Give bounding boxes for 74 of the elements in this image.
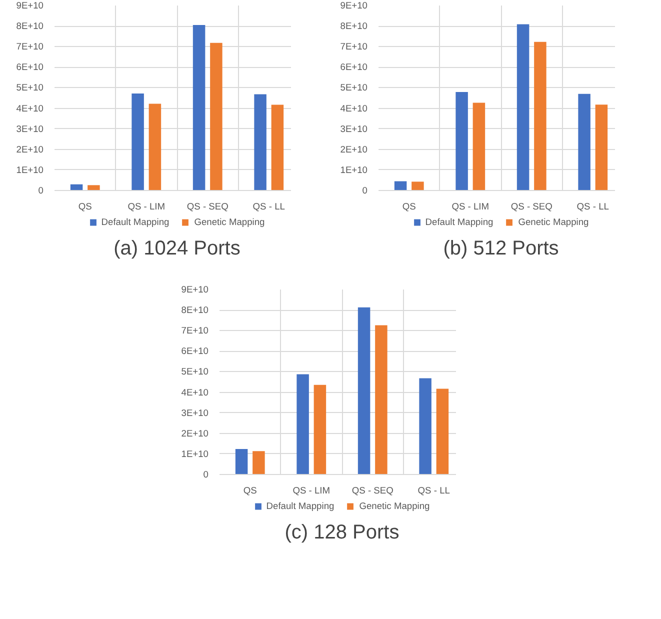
y-tick-label: 6E+10 xyxy=(181,346,208,356)
y-tick-label: 0 xyxy=(203,470,209,480)
x-tick-label: QS - LL xyxy=(252,202,285,212)
bar xyxy=(192,25,206,190)
y-tick-label: 0 xyxy=(38,186,44,196)
y-tick-label: 5E+10 xyxy=(340,82,368,93)
y-tick-label: 0 xyxy=(362,186,368,196)
x-tick-label: QS - SEQ xyxy=(352,486,394,496)
legend-label: Genetic Mapping xyxy=(359,501,430,511)
bar xyxy=(252,451,265,474)
y-tick-label: 6E+10 xyxy=(16,62,44,72)
y-tick-label: 4E+10 xyxy=(16,103,44,114)
y-tick-label: 2E+10 xyxy=(16,144,44,154)
x-tick-label: QS xyxy=(402,202,416,212)
bar xyxy=(148,104,162,190)
bar xyxy=(472,102,486,190)
bar xyxy=(412,182,424,190)
y-tick-label: 1E+10 xyxy=(181,448,208,459)
y-tick-label: 4E+10 xyxy=(181,387,208,398)
y-tick-label: 8E+10 xyxy=(181,305,208,316)
bar xyxy=(88,185,100,190)
bar xyxy=(314,384,326,474)
text: (a) 1024 Ports xyxy=(114,238,240,260)
y-tick-label: 5E+10 xyxy=(181,366,208,377)
legend-label: Default Mapping xyxy=(425,217,494,227)
x-tick-label: QS - LL xyxy=(576,202,609,212)
legend-label: Default Mapping xyxy=(266,501,334,511)
y-tick-label: 5E+10 xyxy=(16,82,44,93)
bar xyxy=(358,307,370,474)
y-tick-label: 1E+10 xyxy=(340,164,368,175)
bar xyxy=(534,42,546,190)
y-tick-label: 8E+10 xyxy=(16,21,44,32)
bar xyxy=(235,449,248,474)
x-tick-label: QS - LL xyxy=(418,486,450,496)
y-tick-label: 7E+10 xyxy=(16,42,44,52)
bar xyxy=(394,181,407,190)
bar xyxy=(436,388,449,474)
x-tick-label: QS - LIM xyxy=(128,202,166,212)
y-tick-label: 7E+10 xyxy=(181,326,208,336)
bar xyxy=(419,378,432,474)
y-tick-label: 8E+10 xyxy=(340,21,368,32)
y-tick-label: 2E+10 xyxy=(181,428,208,438)
y-tick-label: 3E+10 xyxy=(340,124,368,134)
x-tick-label: QS - LIM xyxy=(292,486,330,496)
y-tick-label: 3E+10 xyxy=(181,408,208,418)
y-tick-label: 9E+10 xyxy=(340,0,368,10)
bar xyxy=(456,92,468,190)
y-tick-label: 9E+10 xyxy=(16,0,44,10)
bar xyxy=(375,325,388,474)
x-tick-label: QS - SEQ xyxy=(510,202,552,212)
text: (b) 512 Ports xyxy=(443,238,559,260)
bar xyxy=(132,93,144,190)
y-tick-label: 2E+10 xyxy=(340,144,368,154)
y-tick-label: 7E+10 xyxy=(340,42,368,52)
x-tick-label: QS xyxy=(78,202,92,212)
x-tick-label: QS - SEQ xyxy=(186,202,228,212)
bar xyxy=(254,94,266,190)
y-tick-label: 3E+10 xyxy=(16,124,44,134)
bar xyxy=(296,374,309,474)
text: (c) 128 Ports xyxy=(284,522,400,544)
x-tick-label: QS - LIM xyxy=(452,202,490,212)
y-tick-label: 9E+10 xyxy=(181,284,208,294)
y-tick-label: 4E+10 xyxy=(340,103,368,114)
bar xyxy=(578,94,590,190)
bar xyxy=(516,24,530,190)
x-tick-label: QS xyxy=(243,486,257,496)
bar xyxy=(271,104,284,190)
legend-label: Default Mapping xyxy=(101,217,170,227)
y-tick-label: 1E+10 xyxy=(16,164,44,175)
legend-label: Genetic Mapping xyxy=(518,217,589,227)
legend-label: Genetic Mapping xyxy=(194,217,265,227)
y-tick-label: 6E+10 xyxy=(340,62,368,72)
bar xyxy=(595,104,608,190)
bar xyxy=(210,42,222,190)
